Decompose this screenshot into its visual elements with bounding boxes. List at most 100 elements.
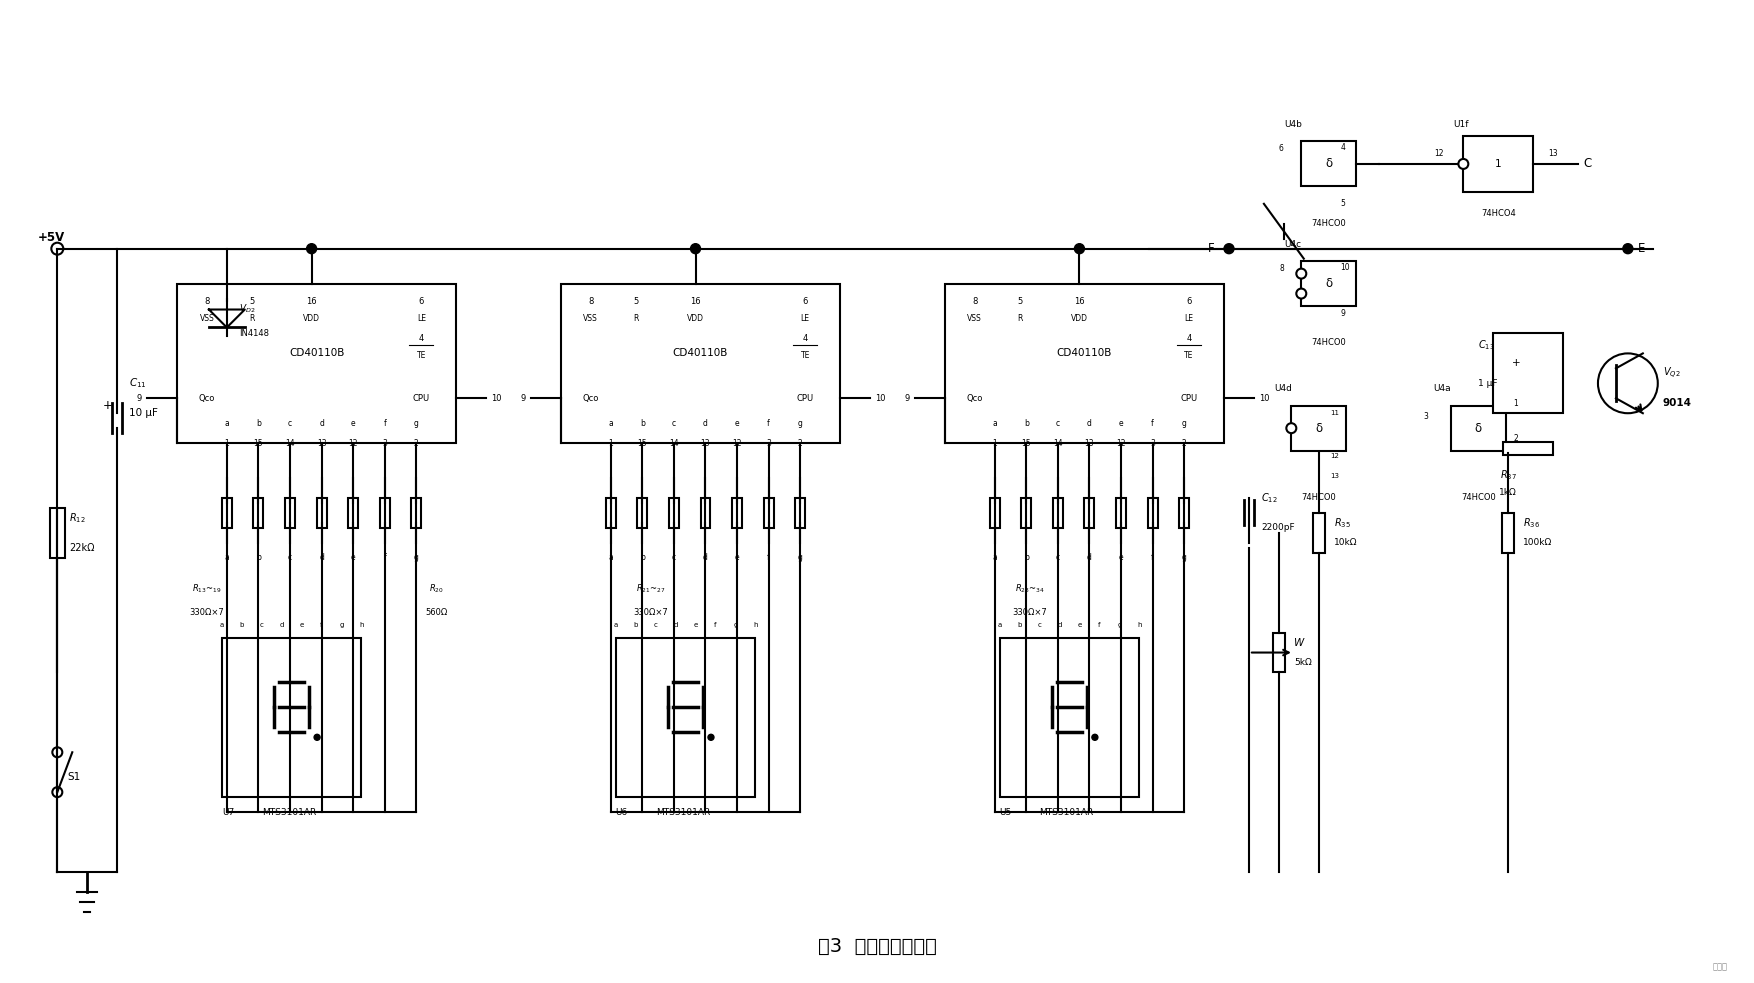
Text: b: b [1024, 552, 1028, 562]
Text: c: c [672, 419, 675, 428]
Text: C: C [1584, 157, 1591, 170]
Text: 1: 1 [609, 438, 614, 447]
Text: b: b [240, 621, 244, 627]
Text: 3: 3 [1151, 438, 1154, 447]
Text: e: e [1077, 621, 1082, 627]
Text: h: h [752, 621, 758, 627]
Text: δ: δ [1316, 422, 1323, 434]
Text: MTS3101AR: MTS3101AR [261, 808, 316, 817]
Text: 6: 6 [419, 297, 424, 306]
Text: 14: 14 [1052, 438, 1063, 447]
Text: c: c [654, 621, 658, 627]
Text: 图应用: 图应用 [1712, 962, 1728, 971]
Bar [1021, 498, 1031, 528]
Bar [731, 498, 742, 528]
Text: 15: 15 [637, 438, 647, 447]
Bar [253, 498, 263, 528]
Circle shape [53, 747, 63, 757]
Text: c: c [260, 621, 263, 627]
Text: IN4148: IN4148 [239, 329, 268, 338]
Text: Qco: Qco [582, 394, 600, 403]
Bar [945, 283, 1224, 443]
Text: b: b [1017, 621, 1023, 627]
Text: 2: 2 [798, 438, 803, 447]
Text: 10: 10 [1340, 262, 1351, 271]
Text: $R_{36}$: $R_{36}$ [1522, 516, 1540, 530]
Text: c: c [288, 419, 293, 428]
Text: g: g [339, 621, 344, 627]
Circle shape [53, 787, 63, 797]
Bar [605, 498, 616, 528]
Bar [316, 498, 326, 528]
Text: U5: U5 [1000, 808, 1012, 817]
Bar [1179, 498, 1189, 528]
Text: S1: S1 [67, 773, 81, 782]
Text: 1: 1 [225, 438, 230, 447]
Bar [49, 508, 65, 557]
Text: CPU: CPU [796, 394, 814, 403]
Bar [1501, 513, 1514, 552]
Text: 13: 13 [1084, 438, 1094, 447]
Text: CPU: CPU [1180, 394, 1198, 403]
Circle shape [314, 734, 319, 740]
Text: MTS3101AR: MTS3101AR [656, 808, 710, 817]
Text: 2: 2 [414, 438, 419, 447]
Text: LE: LE [802, 314, 810, 323]
Text: $R_{12}$: $R_{12}$ [70, 511, 86, 525]
Text: 13: 13 [317, 438, 326, 447]
Text: f: f [1151, 419, 1154, 428]
Text: δ: δ [1326, 157, 1333, 170]
Text: d: d [674, 621, 677, 627]
Text: a: a [998, 621, 1002, 627]
Circle shape [1093, 734, 1098, 740]
Text: $R_{13}$~$_{19}$: $R_{13}$~$_{19}$ [191, 583, 221, 596]
Bar [1503, 441, 1552, 454]
Text: e: e [735, 552, 740, 562]
Text: f: f [1151, 552, 1154, 562]
Circle shape [1296, 268, 1307, 278]
Bar [1451, 406, 1505, 450]
Text: 9: 9 [137, 394, 142, 403]
Text: 8: 8 [588, 297, 593, 306]
Text: 8: 8 [972, 297, 977, 306]
Text: MTS3101AR: MTS3101AR [1040, 808, 1094, 817]
Text: 10kΩ: 10kΩ [1333, 539, 1358, 548]
Text: TE: TE [1184, 351, 1194, 360]
Text: 5: 5 [633, 297, 638, 306]
Text: g: g [1182, 552, 1186, 562]
Text: U1f: U1f [1454, 120, 1468, 129]
Text: 4: 4 [1186, 334, 1191, 343]
Circle shape [1075, 244, 1084, 254]
Text: U4d: U4d [1273, 384, 1291, 393]
Text: b: b [640, 552, 645, 562]
Bar [989, 498, 1000, 528]
Text: 9: 9 [521, 394, 526, 403]
Text: 10: 10 [1259, 394, 1270, 403]
Text: 12: 12 [1433, 149, 1444, 158]
Text: c: c [1056, 419, 1059, 428]
Text: g: g [798, 419, 803, 428]
Text: g: g [414, 419, 419, 428]
Text: b: b [256, 552, 261, 562]
Bar [177, 283, 456, 443]
Text: Qco: Qco [198, 394, 216, 403]
Text: 1 μF: 1 μF [1479, 378, 1498, 388]
Text: 74HCO0: 74HCO0 [1312, 338, 1345, 347]
Text: a: a [993, 552, 996, 562]
Text: $C_{11}$: $C_{11}$ [130, 376, 147, 390]
Text: g: g [1117, 621, 1121, 627]
Text: a: a [225, 552, 230, 562]
Text: U7: U7 [221, 808, 233, 817]
Text: LE: LE [417, 314, 426, 323]
Text: 1kΩ: 1kΩ [1500, 488, 1517, 497]
Text: a: a [609, 419, 614, 428]
Text: U6: U6 [616, 808, 628, 817]
Text: d: d [703, 419, 709, 428]
Text: g: g [414, 552, 419, 562]
Text: $V_{Q2}$: $V_{Q2}$ [1663, 366, 1680, 380]
Text: VSS: VSS [968, 314, 982, 323]
Text: 4: 4 [1340, 143, 1345, 152]
Text: 8: 8 [203, 297, 209, 306]
Text: 330Ω×7: 330Ω×7 [1012, 607, 1047, 616]
Text: $R_{37}$: $R_{37}$ [1500, 468, 1517, 482]
